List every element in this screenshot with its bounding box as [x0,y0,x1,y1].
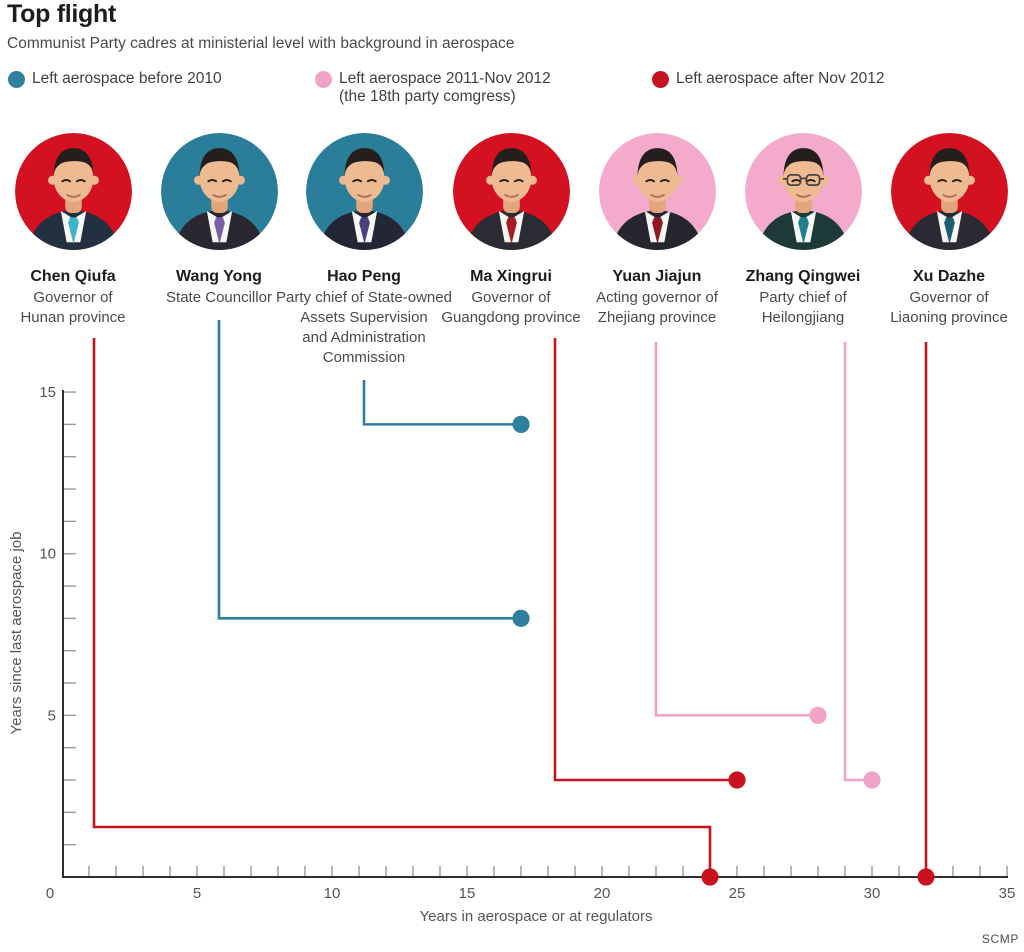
person-title: Governor of Hunan province [0,288,183,328]
legend-item-before-2010: Left aerospace before 2010 [8,70,222,88]
page-subtitle: Communist Party cadres at ministerial le… [7,35,515,52]
person-name: Xu Dazhe [912,268,985,285]
portrait [452,133,570,250]
person-icon [890,133,1008,250]
person-icon [744,133,862,250]
legend-label-line: (the 18th party comgress) [339,88,516,105]
x-tick-label: 25 [729,885,746,902]
person-name: Hao Peng [327,268,401,285]
person-name: Ma Xingrui [470,268,552,285]
connector-line-hao-peng [362,380,521,426]
legend-label-line: Left aerospace 2011-Nov 2012 [339,70,551,87]
person-name: Yuan Jiajun [612,268,702,285]
y-tick-label: 15 [39,384,56,401]
y-tick-label: 5 [48,707,56,724]
portrait [890,133,1008,250]
x-tick-label: 10 [324,885,341,902]
data-point-xu-dazhe [917,868,935,886]
x-axis-label: Years in aerospace or at regulators [420,908,653,925]
person-name: Wang Yong [176,268,262,285]
legend-dot-icon [315,71,332,88]
person-card-zhang-qingwei: Zhang Qingwei Party chief of Heilongjiang [693,133,913,328]
x-tick-label: 5 [193,885,201,902]
person-icon [598,133,716,250]
data-point-ma-xingrui [728,771,746,789]
person-icon [452,133,570,250]
person-title-line: Acting governor of [596,289,718,306]
person-title-line: Guangdong province [441,309,581,326]
legend-item-after-nov-2012: Left aerospace after Nov 2012 [652,70,885,88]
glasses-icon [782,174,824,187]
legend-label: Left aerospace 2011-Nov 2012 (the 18th pa… [339,70,551,106]
data-point-hao-peng [512,415,530,433]
data-point-yuan-jiajun [809,706,827,724]
person-card-xu-dazhe: Xu Dazhe Governor of Liaoning province [839,133,1024,328]
legend-dot-icon [652,71,669,88]
person-title: Acting governor of Zhejiang province [547,288,767,328]
person-icon [305,133,423,250]
credit: SCMP [981,932,1019,946]
person-title-line: Hunan province [20,309,126,326]
portrait [598,133,716,250]
person-title-line: Commission [322,349,406,366]
connector-line-zhang-qingwei [843,342,872,782]
connector-line-wang-yong [217,320,521,620]
legend-label: Left aerospace before 2010 [32,70,222,88]
person-icon [160,133,278,250]
person-name: Zhang Qingwei [745,268,861,285]
legend-item-2011-nov-2012: Left aerospace 2011-Nov 2012 (the 18th pa… [315,70,551,106]
y-axis-label: Years since last aerospace job [8,532,25,735]
axes [62,390,1008,878]
data-point-wang-yong [512,609,530,627]
person-card-ma-xingrui: Ma Xingrui Governor of Guangdong province [401,133,621,328]
connector-line-yuan-jiajun [654,342,818,717]
page-title: Top flight [7,0,116,28]
x-tick-label: 0 [46,885,54,902]
x-tick-label: 20 [594,885,611,902]
person-title-line: Party chief of State-owned [276,289,452,306]
legend-label: Left aerospace after Nov 2012 [676,70,885,88]
connector-line-chen-qiufa [92,338,712,877]
person-title-line: Liaoning province [890,309,1008,326]
person-title-line: Assets Supervision [300,309,428,326]
portrait [160,133,278,250]
person-name: Chen Qiufa [30,268,116,285]
person-title: State Councillor [109,288,329,308]
person-title: Party chief of State-owned Assets Supervi… [254,288,474,368]
portrait [305,133,423,250]
x-tick-label: 35 [999,885,1016,902]
person-title-line: and Administration [302,329,426,346]
connector-line-ma-xingrui [553,338,737,782]
portrait [14,133,132,250]
person-title-line: Governor of [33,289,113,306]
person-title-line: Zhejiang province [597,309,717,326]
x-tick-label: 30 [864,885,881,902]
person-card-yuan-jiajun: Yuan Jiajun Acting governor of Zhejiang pr… [547,133,767,328]
portrait [744,133,862,250]
person-title: Governor of Guangdong province [401,288,621,328]
legend: Left aerospace before 2010 Left aerospace… [0,70,1024,110]
person-title-line: Governor of [909,289,989,306]
person-title-line: Heilongjiang [761,309,845,326]
person-card-chen-qiufa: Chen Qiufa Governor of Hunan province [0,133,183,328]
legend-dot-icon [8,71,25,88]
person-card-wang-yong: Wang Yong State Councillor [109,133,329,308]
person-icon [14,133,132,250]
person-card-hao-peng: Hao Peng Party chief of State-owned Assets… [254,133,474,368]
person-title: Party chief of Heilongjiang [693,288,913,328]
person-title-line: Party chief of [759,289,847,306]
data-point-chen-qiufa [701,868,719,886]
legend-label-line: Left aerospace before 2010 [32,70,222,87]
person-title-line: Governor of [471,289,551,306]
y-tick-label: 10 [39,546,56,563]
x-tick-label: 15 [459,885,476,902]
legend-label-line: Left aerospace after Nov 2012 [676,70,885,87]
data-point-zhang-qingwei [863,771,881,789]
person-title-line: State Councillor [166,289,272,306]
person-title: Governor of Liaoning province [839,288,1024,328]
